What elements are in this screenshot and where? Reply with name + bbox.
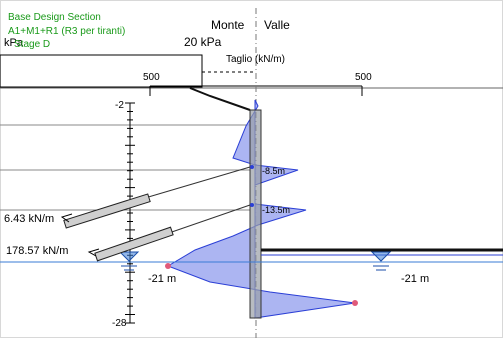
shear-scale-right: 500 bbox=[355, 72, 372, 83]
anchor-depth-upper: -8.5m bbox=[262, 166, 285, 176]
anchor-force-upper: 6.43 kN/m bbox=[4, 213, 54, 225]
anchor-force-lower: 178.57 kN/m bbox=[6, 245, 68, 257]
anchor-head-upper bbox=[250, 165, 254, 169]
anchor-depth-lower: -13.5m bbox=[262, 205, 290, 215]
side-label-valle: Valle bbox=[264, 18, 290, 32]
header-stage: Stage D bbox=[14, 39, 50, 50]
anchor-arrows bbox=[60, 213, 100, 257]
retaining-wall bbox=[249, 109, 262, 319]
side-label-monte: Monte bbox=[211, 18, 245, 32]
shear-title: Taglio (kN/m) bbox=[226, 54, 285, 65]
anchor-upper bbox=[63, 166, 251, 229]
shear-min-marker bbox=[165, 263, 171, 269]
anchor-head-lower bbox=[250, 203, 254, 207]
surcharge-box bbox=[0, 54, 203, 88]
depth-axis-bottom-label: -28 bbox=[112, 318, 127, 329]
anchor-lower bbox=[94, 204, 251, 262]
excavation-profile bbox=[189, 87, 251, 111]
header-combination: A1+M1+R1 (R3 per tiranti) bbox=[8, 26, 125, 37]
water-level-icon-right bbox=[370, 251, 392, 271]
depth-axis-top-label: -2 bbox=[115, 100, 124, 111]
shear-max-marker bbox=[352, 300, 358, 306]
water-table-label-right: -21 m bbox=[401, 273, 429, 285]
soil-layers bbox=[0, 87, 503, 211]
shear-scale-left: 500 bbox=[143, 72, 160, 83]
surcharge-label: 20 kPa bbox=[184, 35, 222, 49]
water-table-label-left: -21 m bbox=[148, 273, 176, 285]
water-level-icon-left bbox=[118, 251, 140, 271]
header-title: Base Design Section bbox=[8, 12, 101, 23]
header-unit-fragment: kPa bbox=[4, 37, 24, 49]
